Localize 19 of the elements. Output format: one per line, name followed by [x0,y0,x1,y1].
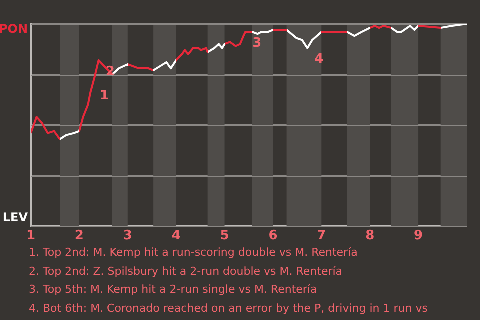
annotation: 2 [106,64,115,80]
x-tick-label: 5 [220,228,230,244]
x-tick-label: 1 [26,228,36,244]
x-tick-label: 4 [172,228,181,244]
text: 1. Top 2nd: M. Kemp hit a run-scoring double vs M. Rentería [29,245,359,261]
x-tick-label: 7 [317,228,326,244]
x-tick-label: 6 [268,228,278,244]
x-tick-label: 3 [123,228,132,244]
text: 2. Top 2nd: Z. Spilsbury hit a 2-run double vs M. Rentería [29,264,344,280]
text: LEV [2,210,29,225]
text: 4. Bot 6th: M. Coronado reached on an error by the P, driving in 1 run vs [29,300,428,316]
annotation: 3 [252,36,262,51]
x-tick-label: 9 [414,228,424,244]
annotation: 4 [314,52,324,68]
x-tick-label: 8 [366,228,375,244]
x-tick-label: 2 [74,228,84,244]
text: 3. Top 5th: M. Kemp hit a 2-run single vs M. Rentería [29,282,318,298]
text: PON [0,22,28,36]
annotation: 1 [100,88,110,104]
